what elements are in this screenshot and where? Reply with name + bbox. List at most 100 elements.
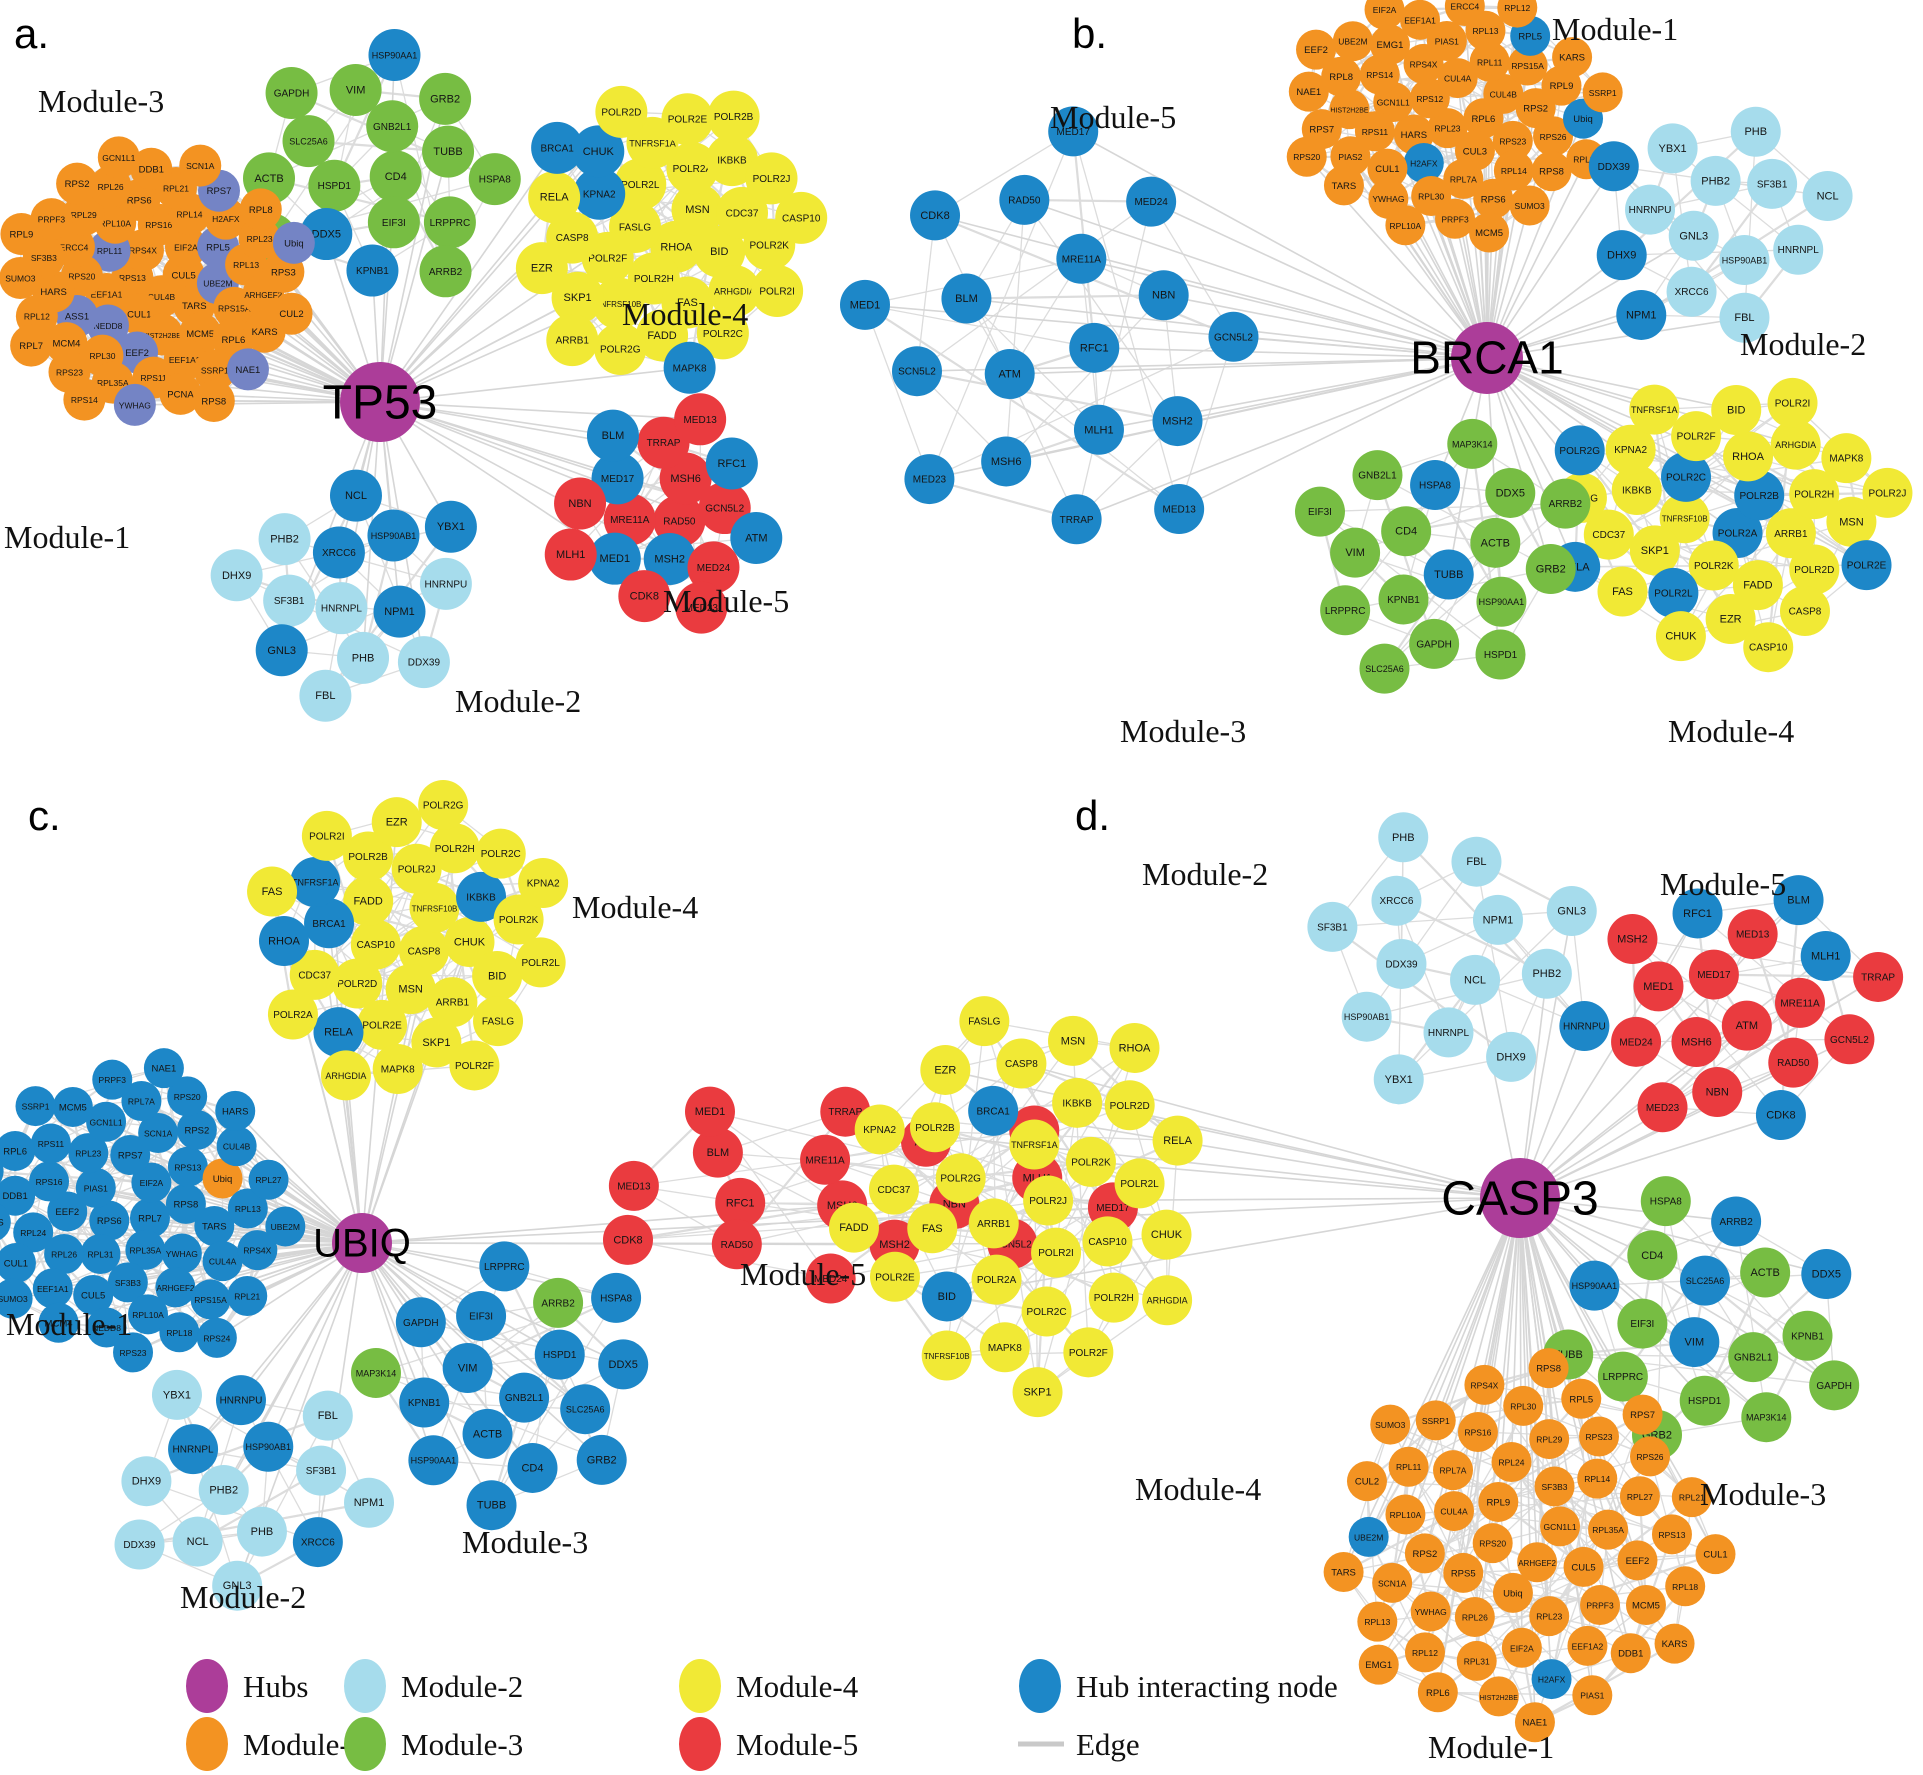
node-BRCA1[interactable]: BRCA1	[531, 121, 584, 174]
node-ARRB1[interactable]: ARRB1	[968, 1198, 1019, 1249]
node-KPNA2[interactable]: KPNA2	[854, 1104, 905, 1155]
node-ARRB2[interactable]: ARRB2	[1540, 478, 1591, 529]
node-DHX9[interactable]: DHX9	[210, 549, 263, 602]
node-MED23[interactable]: MED23	[1637, 1082, 1688, 1133]
node-ACTB[interactable]: ACTB	[462, 1408, 513, 1459]
node-TUBB[interactable]: TUBB	[466, 1480, 517, 1531]
node-CD4[interactable]: CD4	[369, 150, 422, 203]
node-CDC37[interactable]: CDC37	[289, 949, 340, 1000]
node-RPL7A[interactable]: RPL7A	[1443, 158, 1484, 199]
node-ATM[interactable]: ATM	[730, 511, 783, 564]
node-BLM[interactable]: BLM	[941, 273, 992, 324]
node-DDX5[interactable]: DDX5	[1485, 467, 1536, 518]
node-DDX5[interactable]: DDX5	[1801, 1249, 1852, 1300]
node-RPL11[interactable]: RPL11	[1469, 41, 1510, 82]
node-PIAS1[interactable]: PIAS1	[1426, 20, 1467, 61]
node-EEF1A1[interactable]: EEF1A1	[32, 1268, 73, 1309]
node-KPNA2[interactable]: KPNA2	[518, 857, 569, 908]
node-SSRP1[interactable]: SSRP1	[1582, 72, 1623, 113]
node-GNB2L1[interactable]: GNB2L1	[1352, 450, 1403, 501]
node-NCL[interactable]: NCL	[1802, 171, 1853, 222]
node-YWHAG[interactable]: YWHAG	[113, 383, 156, 426]
node-EIF2A[interactable]: EIF2A	[131, 1162, 172, 1203]
node-HSPA8[interactable]: HSPA8	[591, 1272, 642, 1323]
node-RPL24[interactable]: RPL24	[1491, 1441, 1532, 1482]
node-EIF3I[interactable]: EIF3I	[456, 1290, 507, 1341]
node-SF3B1[interactable]: SF3B1	[296, 1445, 347, 1496]
node-TARS[interactable]: TARS	[194, 1205, 235, 1246]
node-BLM[interactable]: BLM	[586, 409, 639, 462]
node-POLR2G[interactable]: POLR2G	[594, 322, 647, 375]
node-DDB1[interactable]: DDB1	[1610, 1633, 1651, 1674]
node-ARHGDIA[interactable]: ARHGDIA	[320, 1050, 371, 1101]
node-GNB2L1[interactable]: GNB2L1	[499, 1372, 550, 1423]
node-SF3B1[interactable]: SF3B1	[263, 574, 316, 627]
node-CASP8[interactable]: CASP8	[1779, 586, 1830, 637]
node-RPL35A[interactable]: RPL35A	[125, 1229, 166, 1270]
node-HIST2H2BE[interactable]: HIST2H2BE	[1478, 1676, 1519, 1717]
node-GRB2[interactable]: GRB2	[1525, 544, 1576, 595]
node-NBN[interactable]: NBN	[554, 477, 607, 530]
node-HSP90AA1[interactable]: HSP90AA1	[1476, 576, 1527, 627]
node-RPL10A[interactable]: RPL10A	[1385, 1494, 1426, 1535]
node-RPL9[interactable]: RPL9	[1478, 1481, 1519, 1522]
node-EEF2[interactable]: EEF2	[1617, 1540, 1658, 1581]
node-TNFRSF1A[interactable]: TNFRSF1A	[1629, 384, 1680, 435]
node-FASLG[interactable]: FASLG	[473, 996, 524, 1047]
node-POLR2H[interactable]: POLR2H	[1088, 1272, 1139, 1323]
node-RPS2[interactable]: RPS2	[1404, 1533, 1445, 1574]
node-HARS[interactable]: HARS	[215, 1090, 256, 1131]
node-EEF1A1[interactable]: EEF1A1	[1400, 0, 1441, 40]
node-RPL29[interactable]: RPL29	[0, 1151, 4, 1191]
node-SF3B3[interactable]: SF3B3	[1534, 1466, 1575, 1507]
node-IKBKB[interactable]: IKBKB	[1611, 465, 1662, 516]
node-SUMO3[interactable]: SUMO3	[1509, 185, 1550, 226]
node-VIM[interactable]: VIM	[442, 1342, 493, 1393]
node-ARHGDIA[interactable]: ARHGDIA	[1142, 1275, 1193, 1326]
node-FBL[interactable]: FBL	[1719, 292, 1770, 343]
node-HSP90AA1[interactable]: HSP90AA1	[1569, 1260, 1620, 1311]
node-GAPDH[interactable]: GAPDH	[1809, 1360, 1860, 1411]
node-PHB2[interactable]: PHB2	[258, 513, 311, 566]
node-LRPPRC[interactable]: LRPPRC	[1597, 1351, 1648, 1402]
node-MAP3K14[interactable]: MAP3K14	[1447, 418, 1498, 469]
node-RPL35A[interactable]: RPL35A	[1588, 1509, 1629, 1550]
node-SLC25A6[interactable]: SLC25A6	[1679, 1255, 1730, 1306]
node-ARHGEF2[interactable]: ARHGEF2	[155, 1267, 196, 1308]
node-TNFRSF10B[interactable]: TNFRSF10B	[409, 882, 460, 933]
node-RPL8[interactable]: RPL8	[239, 188, 282, 231]
node-NEDD8[interactable]: NEDD8	[86, 1307, 127, 1348]
node-HIST2H2BE[interactable]: HIST2H2BE	[1329, 89, 1370, 130]
node-PIAS1[interactable]: PIAS1	[1572, 1675, 1613, 1716]
node-GCN5L2[interactable]: GCN5L2	[1208, 311, 1259, 362]
node-DDX5[interactable]: DDX5	[598, 1339, 649, 1390]
node-HNRNPL[interactable]: HNRNPL	[315, 582, 368, 635]
node-YBX1[interactable]: YBX1	[424, 500, 477, 553]
node-PHB2[interactable]: PHB2	[1690, 155, 1741, 206]
node-RPL13[interactable]: RPL13	[1357, 1601, 1398, 1642]
node-CUL1[interactable]: CUL1	[0, 1243, 36, 1284]
node-KPNB1[interactable]: KPNB1	[1782, 1310, 1833, 1361]
node-POLR2D[interactable]: POLR2D	[1104, 1080, 1155, 1131]
node-ARRB2[interactable]: ARRB2	[419, 245, 472, 298]
node-MED24[interactable]: MED24	[805, 1253, 856, 1304]
node-GCN1L1[interactable]: GCN1L1	[1540, 1506, 1581, 1547]
node-BID[interactable]: BID	[472, 950, 523, 1001]
node-MLH1[interactable]: MLH1	[1800, 931, 1851, 982]
node-NCL[interactable]: NCL	[1450, 954, 1501, 1005]
node-RPS5[interactable]: RPS5	[1443, 1552, 1484, 1593]
node-NBN[interactable]: NBN	[1138, 270, 1189, 321]
node-RPS2[interactable]: RPS2	[56, 162, 99, 205]
node-TNFRSF10B[interactable]: TNFRSF10B	[921, 1330, 972, 1381]
node-RELA[interactable]: RELA	[528, 171, 581, 224]
node-BLM[interactable]: BLM	[1773, 875, 1824, 926]
node-RPL24[interactable]: RPL24	[13, 1212, 54, 1253]
node-GNL3[interactable]: GNL3	[1546, 885, 1597, 936]
node-CD4[interactable]: CD4	[1627, 1230, 1678, 1281]
node-HSP90AA1[interactable]: HSP90AA1	[408, 1435, 459, 1486]
node-RPL21[interactable]: RPL21	[227, 1275, 268, 1316]
node-RAD50[interactable]: RAD50	[999, 174, 1050, 225]
node-CASP8[interactable]: CASP8	[996, 1038, 1047, 1089]
node-PHB[interactable]: PHB	[337, 631, 390, 684]
node-DDX39[interactable]: DDX39	[1376, 938, 1427, 989]
